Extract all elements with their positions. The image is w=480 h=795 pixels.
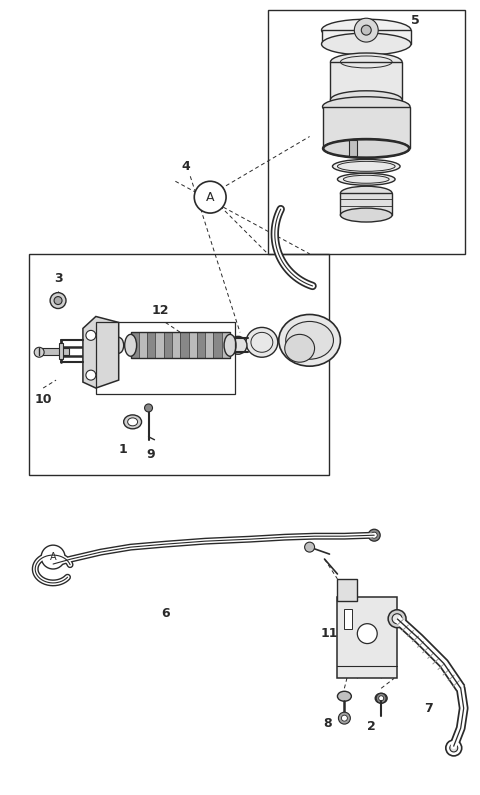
Circle shape: [368, 529, 380, 541]
Ellipse shape: [337, 173, 395, 185]
Bar: [131, 332, 139, 359]
Circle shape: [379, 696, 384, 700]
Text: 7: 7: [424, 702, 433, 715]
Circle shape: [446, 740, 462, 756]
Ellipse shape: [375, 693, 387, 704]
Bar: [197, 332, 205, 359]
Ellipse shape: [388, 610, 406, 628]
Polygon shape: [83, 316, 119, 388]
Circle shape: [341, 716, 348, 721]
Circle shape: [41, 545, 65, 569]
Text: 3: 3: [54, 272, 62, 285]
Circle shape: [376, 693, 386, 704]
Ellipse shape: [330, 91, 402, 109]
Bar: [344, 609, 352, 629]
Bar: [156, 332, 164, 359]
Circle shape: [354, 18, 378, 42]
Text: 8: 8: [323, 716, 332, 730]
Text: 9: 9: [146, 448, 155, 461]
Circle shape: [305, 542, 314, 552]
Ellipse shape: [128, 418, 138, 426]
Bar: [205, 332, 214, 359]
Ellipse shape: [343, 175, 389, 183]
Ellipse shape: [337, 692, 351, 701]
Circle shape: [86, 331, 96, 340]
Ellipse shape: [124, 415, 142, 429]
Ellipse shape: [285, 335, 314, 363]
Ellipse shape: [322, 33, 411, 55]
Circle shape: [50, 293, 66, 308]
Ellipse shape: [333, 159, 400, 173]
Circle shape: [361, 25, 371, 35]
Bar: [337, 597, 397, 678]
Ellipse shape: [125, 335, 137, 356]
Circle shape: [54, 297, 62, 304]
Text: 10: 10: [35, 394, 52, 406]
Text: A: A: [50, 552, 57, 562]
Ellipse shape: [337, 161, 395, 171]
Bar: [214, 332, 222, 359]
Text: 6: 6: [161, 607, 170, 620]
Circle shape: [34, 347, 44, 357]
Ellipse shape: [229, 336, 247, 355]
Text: A: A: [206, 191, 215, 204]
Ellipse shape: [322, 19, 411, 41]
Bar: [330, 62, 402, 99]
Bar: [337, 579, 357, 601]
Text: 1: 1: [118, 443, 127, 456]
Bar: [323, 107, 410, 149]
Ellipse shape: [224, 335, 236, 356]
Bar: [349, 141, 357, 157]
Circle shape: [371, 532, 377, 538]
Text: 5: 5: [410, 14, 420, 27]
Ellipse shape: [286, 321, 334, 359]
Circle shape: [338, 712, 350, 724]
Circle shape: [194, 181, 226, 213]
Ellipse shape: [340, 186, 392, 200]
Circle shape: [450, 744, 458, 752]
Ellipse shape: [279, 315, 340, 366]
Ellipse shape: [340, 208, 392, 222]
Bar: [164, 332, 172, 359]
Bar: [268, 10, 465, 254]
Circle shape: [144, 404, 153, 412]
Text: 2: 2: [367, 719, 376, 732]
Text: 4: 4: [181, 160, 190, 173]
Ellipse shape: [323, 97, 410, 117]
Bar: [39, 348, 69, 355]
Text: 11: 11: [321, 627, 338, 640]
Circle shape: [86, 370, 96, 380]
Bar: [139, 332, 147, 359]
Bar: [131, 332, 230, 359]
Bar: [322, 30, 411, 44]
Bar: [147, 332, 156, 359]
Ellipse shape: [392, 614, 402, 624]
Bar: [180, 332, 189, 359]
Ellipse shape: [323, 138, 410, 158]
Bar: [172, 332, 180, 359]
Ellipse shape: [330, 53, 402, 71]
Bar: [189, 332, 197, 359]
Ellipse shape: [105, 339, 113, 351]
Circle shape: [357, 624, 377, 644]
Bar: [340, 193, 392, 215]
Bar: [29, 254, 329, 475]
Bar: [59, 343, 63, 359]
Ellipse shape: [114, 337, 124, 353]
Ellipse shape: [246, 328, 278, 357]
Bar: [222, 332, 230, 359]
Text: 12: 12: [152, 304, 169, 317]
Bar: [96, 323, 235, 394]
